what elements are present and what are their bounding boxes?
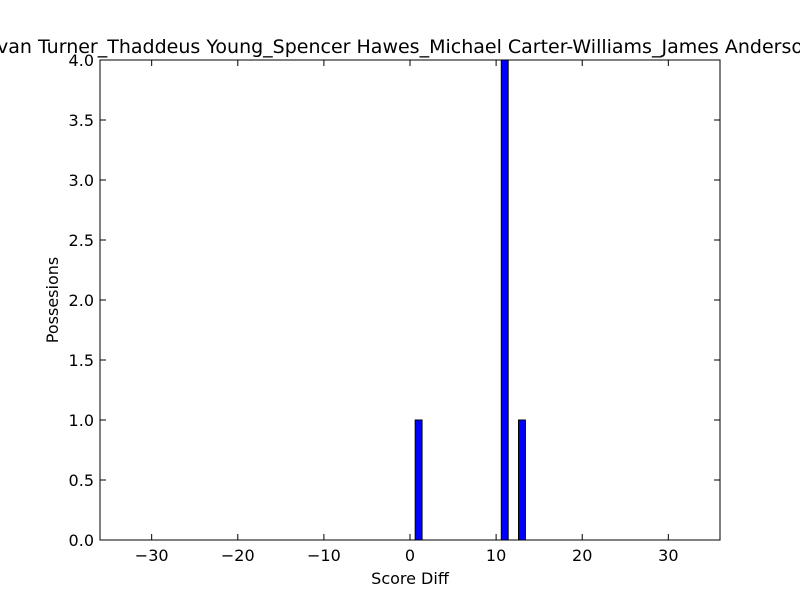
y-ticks-group: 0.0 0.5 1.0 1.5 2.0 2.5 3.0 3.5 4.0 — [69, 51, 720, 550]
plot-frame — [99, 59, 721, 541]
y-tick-label: 3.5 — [69, 111, 94, 130]
y-tick-label: 1.0 — [69, 411, 94, 430]
x-tick-label: 0 — [405, 546, 415, 565]
x-tick-label: −30 — [135, 546, 169, 565]
y-tick-label: 4.0 — [69, 51, 94, 70]
x-tick-label: 20 — [572, 546, 592, 565]
y-tick-label: 0.5 — [69, 471, 94, 490]
x-ticks-group: −30 −20 −10 0 10 20 30 — [135, 60, 679, 565]
chart-title: Evan Turner_Thaddeus Young_Spencer Hawes… — [0, 36, 800, 58]
x-tick-label: −10 — [307, 546, 341, 565]
y-tick-label: 0.0 — [69, 531, 94, 550]
bar-x-11 — [500, 59, 509, 541]
y-tick-label: 1.5 — [69, 351, 94, 370]
y-tick-label: 3.0 — [69, 171, 94, 190]
bars-group — [414, 59, 526, 541]
x-tick-label: 30 — [658, 546, 678, 565]
bar-x-13 — [518, 419, 526, 541]
y-axis-label: Possesions — [43, 257, 62, 343]
y-tick-label: 2.5 — [69, 231, 94, 250]
x-tick-label: 10 — [486, 546, 506, 565]
x-axis-label: Score Diff — [371, 569, 450, 588]
x-tick-label: −20 — [221, 546, 255, 565]
bar-x-1 — [414, 419, 423, 541]
y-tick-label: 2.0 — [69, 291, 94, 310]
